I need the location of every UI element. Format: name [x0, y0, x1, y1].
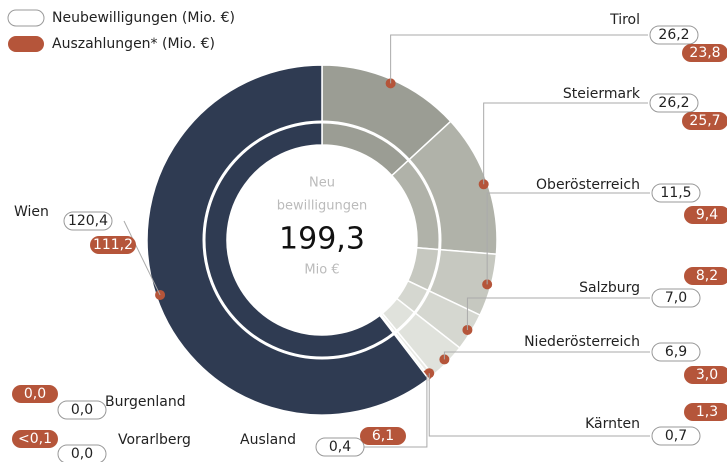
wedge [146, 64, 430, 416]
new-box [57, 400, 107, 420]
new-value-label: 7,0 [665, 290, 687, 306]
category-label: Tirol [609, 12, 640, 28]
payout-box [12, 430, 58, 448]
center-total: 199,3 [279, 222, 365, 257]
category-label: Niederösterreich [524, 334, 640, 350]
new-box [649, 25, 699, 45]
new-value-label: 0,4 [329, 439, 351, 455]
payout-box [90, 236, 136, 254]
category-label: Vorarlberg [118, 432, 191, 448]
payout-value-label: 9,4 [696, 207, 718, 223]
category-label: Steiermark [563, 86, 641, 102]
payout-box [682, 44, 727, 62]
payout-box [684, 267, 727, 285]
payout-value-label: 6,1 [372, 428, 394, 444]
legend-label: Neubewilligungen (Mio. €) [52, 10, 235, 26]
payout-value-label: 3,0 [696, 367, 718, 383]
inner-ring [202, 120, 442, 360]
new-box [651, 342, 701, 362]
leader-line [466, 297, 650, 330]
new-value-label: 6,9 [665, 344, 687, 360]
new-value-label: 0,0 [71, 446, 93, 462]
payout-value-label: 111,2 [93, 237, 133, 253]
payout-value-label: 25,7 [689, 113, 720, 129]
payout-box [684, 366, 727, 384]
new-box [63, 211, 113, 231]
new-value-label: 0,7 [665, 428, 687, 444]
new-box [651, 426, 701, 446]
center-unit: Mio € [304, 263, 339, 278]
category-label: Salzburg [579, 280, 640, 296]
new-value-label: 11,5 [660, 185, 691, 201]
new-box [315, 437, 365, 457]
payout-value-label: 1,3 [696, 404, 718, 420]
payout-box [682, 112, 727, 130]
new-value-label: 26,2 [658, 27, 689, 43]
center-text: bewilligungen [277, 199, 368, 214]
donut [146, 64, 498, 416]
center-text: Neu [309, 176, 335, 191]
leader-line [483, 102, 648, 185]
category-label: Burgenland [105, 394, 186, 410]
new-box [651, 288, 701, 308]
category-label: Kärnten [585, 416, 640, 432]
leader-line [486, 192, 650, 285]
payout-value-label: 23,8 [689, 45, 720, 61]
new-box [57, 444, 107, 462]
category-label: Oberösterreich [536, 177, 640, 193]
leader-line [428, 373, 650, 437]
payout-box [12, 385, 58, 403]
payout-value-label: <0,1 [18, 431, 52, 447]
labels: Tirol26,223,8Steiermark26,225,7Oberöster… [12, 12, 727, 462]
leader-line [443, 351, 650, 360]
legend-swatch [8, 36, 44, 52]
new-box [651, 183, 701, 203]
payout-value-label: 8,2 [696, 268, 718, 284]
category-label: Wien [14, 204, 49, 220]
new-value-label: 120,4 [68, 213, 108, 229]
leader-line [390, 34, 648, 84]
new-value-label: 0,0 [71, 402, 93, 418]
new-value-label: 26,2 [658, 95, 689, 111]
legend-swatch [7, 9, 45, 27]
payout-box [684, 206, 727, 224]
legend-label: Auszahlungen* (Mio. €) [52, 36, 215, 52]
new-box [649, 93, 699, 113]
category-label: Ausland [240, 432, 296, 448]
payout-box [684, 403, 727, 421]
payout-box [360, 427, 406, 445]
payout-value-label: 0,0 [24, 386, 46, 402]
leader-line [123, 220, 161, 296]
